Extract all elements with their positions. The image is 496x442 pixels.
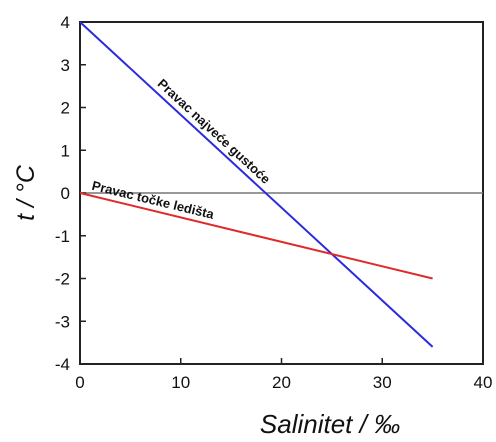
y-tick-label: -1 xyxy=(55,227,70,246)
y-tick-label: -4 xyxy=(55,355,70,374)
y-tick-label: 0 xyxy=(61,184,70,203)
y-tick-label: -3 xyxy=(55,312,70,331)
annotation-label: Pravac najveće gustoće xyxy=(155,76,274,187)
series-line-0 xyxy=(79,21,434,348)
y-tick-label: 4 xyxy=(61,13,70,32)
x-axis-title: Salinitet / ‰ xyxy=(260,409,400,439)
x-tick-label: 20 xyxy=(272,373,291,392)
series-line-1 xyxy=(79,192,433,280)
series-layer xyxy=(79,21,434,348)
x-axis-ticks: 0 10 20 30 40 xyxy=(75,358,492,392)
y-tick-label: 3 xyxy=(61,56,70,75)
y-tick-label: -2 xyxy=(55,270,70,289)
x-tick-label: 10 xyxy=(171,373,190,392)
y-tick-label: 1 xyxy=(61,141,70,160)
x-tick-label: 0 xyxy=(75,373,84,392)
x-tick-label: 30 xyxy=(373,373,392,392)
x-tick-label: 40 xyxy=(474,373,493,392)
y-tick-label: 2 xyxy=(61,99,70,118)
y-axis-ticks: 4 3 2 1 0 -1 -2 -3 -4 xyxy=(55,13,86,374)
y-axis-title: t / °C xyxy=(12,164,40,221)
